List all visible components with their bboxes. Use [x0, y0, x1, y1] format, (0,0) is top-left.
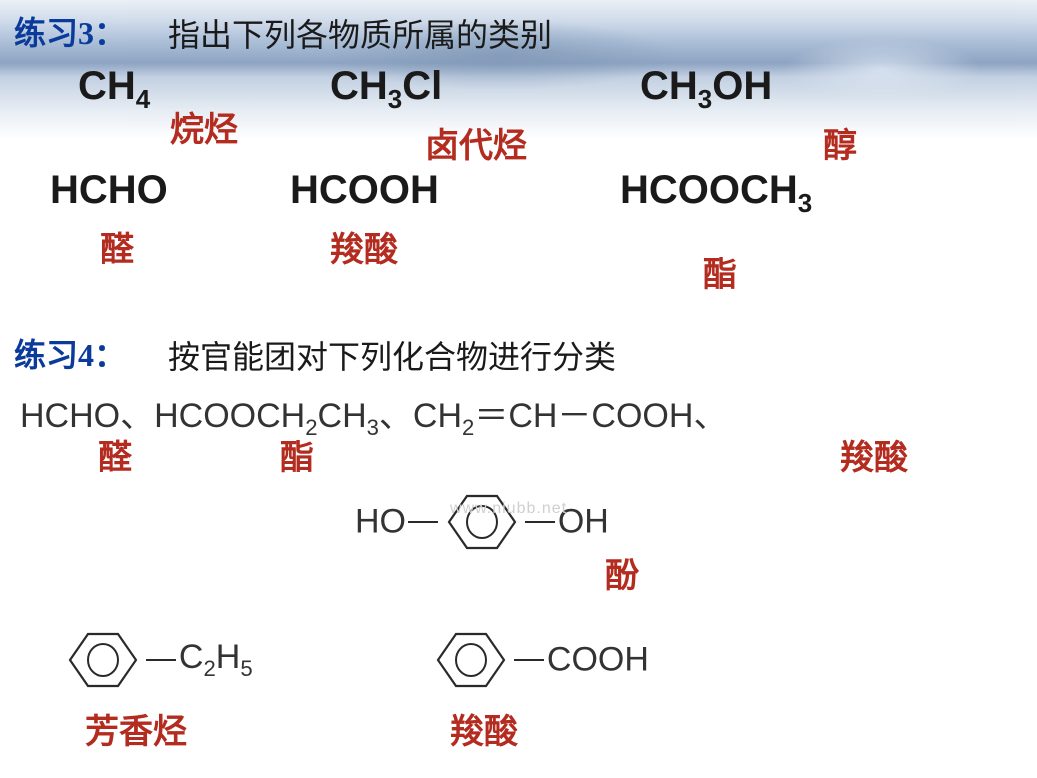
ex4-l3-lab2: 羧酸: [450, 704, 518, 753]
ex4-l1-lab2: 酯: [280, 430, 314, 479]
watermark: www.niubb.net: [450, 500, 567, 518]
ex4-l1-lab3: 羧酸: [840, 430, 908, 479]
ex4-l3-sub1: C2H5: [179, 638, 253, 676]
ex3-r1-l2: 卤代烃: [425, 118, 527, 167]
ex4-l3-item1: C2H5: [62, 630, 253, 690]
ex3-r1-f1: CH4: [78, 64, 150, 115]
phenol-left: HO: [355, 503, 406, 541]
bond: [146, 659, 176, 661]
bond: [514, 659, 544, 661]
ex3-title: 练习3：: [14, 8, 126, 54]
ex4-l3-sub2: COOH: [547, 641, 649, 679]
ex4-l1-f2: HCOOCH2CH3: [154, 397, 379, 435]
ex3-prompt: 指出下列各物质所属的类别: [168, 10, 552, 56]
ex3-r2-l1: 醛: [100, 222, 134, 271]
benzene-icon: [430, 630, 512, 690]
ex3-r1-f3: CH3OH: [640, 64, 772, 115]
ex3-r2-l2: 羧酸: [330, 222, 398, 271]
ex4-l3-lab1: 芳香烃: [85, 704, 187, 753]
ex4-title: 练习4：: [14, 330, 126, 376]
benzene-icon: [62, 630, 144, 690]
ex3-r1-l1: 烷烃: [170, 102, 238, 151]
ex4-l1-lab1: 醛: [98, 430, 132, 479]
ex4-l3-item2: COOH: [430, 630, 649, 690]
ex3-r1-l3: 醇: [823, 118, 857, 167]
ex3-r2-f3: HCOOCH3: [620, 168, 812, 219]
bond-right: [525, 521, 555, 523]
ex3-r2-f1: HCHO: [50, 168, 168, 213]
ex4-phenol-label: 酚: [605, 548, 639, 597]
ex3-r2-f2: HCOOH: [290, 168, 439, 213]
ex3-r2-l3: 酯: [703, 247, 737, 296]
ex4-prompt: 按官能团对下列化合物进行分类: [168, 332, 616, 378]
ex3-r1-f2: CH3Cl: [330, 64, 442, 115]
slide-content: 练习3： 指出下列各物质所属的类别 CH4 CH3Cl CH3OH 烷烃 卤代烃…: [0, 0, 1037, 778]
ex4-l1-f3: CH2＝CH－COOH: [413, 397, 694, 435]
bond-left: [408, 521, 438, 523]
